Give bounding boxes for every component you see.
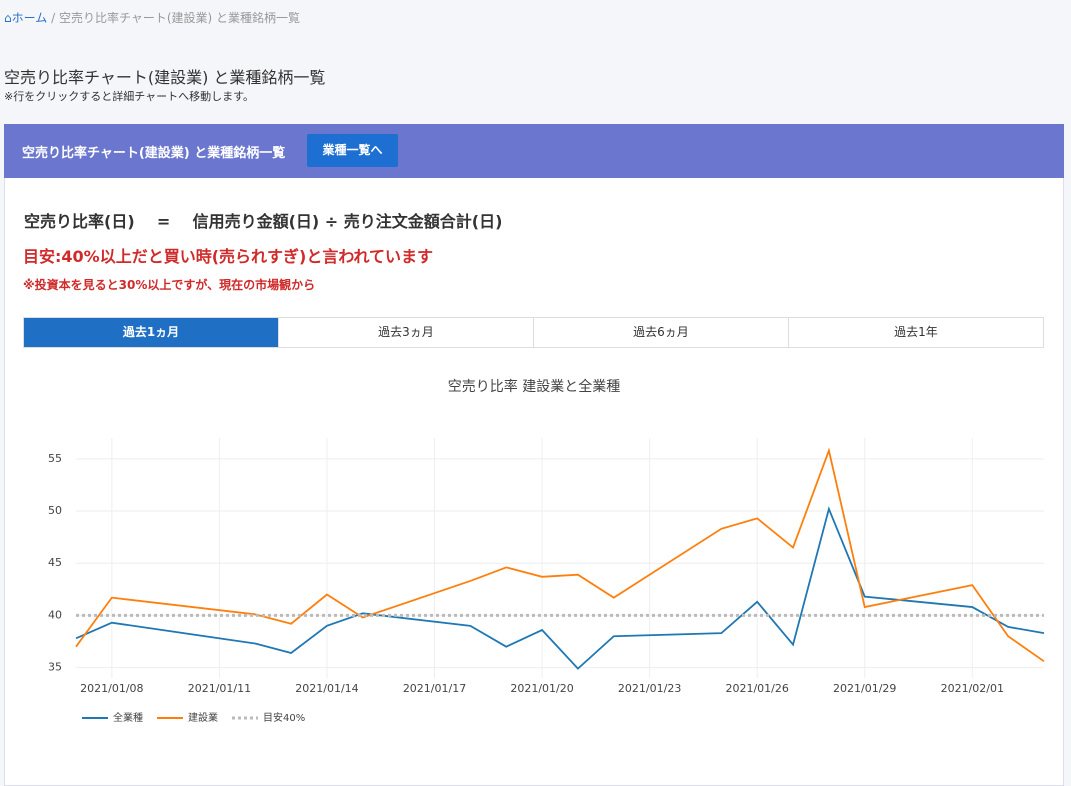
page-title: 空売り比率チャート(建設業) と業種銘柄一覧 — [4, 68, 326, 87]
tab[interactable]: 過去6ヵ月 — [533, 318, 788, 347]
series-line — [75, 447, 1045, 663]
industry-button[interactable]: 業種一覧へ — [307, 134, 398, 167]
tabs: 過去1ヵ月 過去3ヵ月 過去6ヵ月 過去1年 — [23, 317, 1044, 348]
x-tick-label: 2021/01/11 — [188, 682, 251, 695]
guide-note: ※投資本を見ると30%以上ですが、現在の市場観から — [23, 278, 316, 292]
x-tick-label: 2021/01/26 — [725, 682, 788, 695]
x-tick-label: 2021/01/29 — [833, 682, 896, 695]
y-tick-label: 50 — [48, 504, 62, 517]
tab[interactable]: 過去1ヵ月 — [24, 318, 278, 347]
formula-left: 空売り比率(日) — [24, 212, 135, 231]
x-tick-label: 2021/01/17 — [403, 682, 466, 695]
card-title: 空売り比率チャート(建設業) と業種銘柄一覧 — [22, 146, 286, 161]
home-link[interactable]: ⌂ホーム — [4, 11, 48, 25]
x-tick-label: 2021/01/23 — [618, 682, 681, 695]
guide: 目安:40%以上だと買い時(売られすぎ)と言われています — [23, 247, 434, 266]
series-line — [75, 506, 1045, 670]
legend-label: 全業種 — [113, 711, 143, 724]
formula-eq: = — [156, 212, 171, 231]
y-tick-label: 35 — [48, 661, 62, 674]
formula-right: 信用売り金額(日) ÷ 売り注文金額合計(日) — [192, 212, 503, 231]
y-tick-label: 45 — [48, 556, 62, 569]
x-tick-label: 2021/01/08 — [80, 682, 143, 695]
page-note: ※行をクリックすると詳細チャートへ移動します。 — [4, 90, 255, 103]
breadcrumb-current: 空売り比率チャート(建設業) と業種銘柄一覧 — [58, 11, 300, 25]
x-tick-label: 2021/02/01 — [941, 682, 1004, 695]
tab[interactable]: 過去1年 — [788, 318, 1043, 347]
chart-title: 空売り比率 建設業と全業種 — [448, 378, 620, 395]
y-tick-label: 55 — [48, 452, 62, 465]
legend-label: 建設業 — [188, 711, 218, 724]
legend-label: 目安40% — [263, 711, 305, 724]
y-tick-label: 40 — [48, 608, 62, 621]
home-text[interactable]: ホーム — [11, 11, 48, 25]
tab[interactable]: 過去3ヵ月 — [278, 318, 533, 347]
breadcrumb: ⌂ホーム / 空売り比率チャート(建設業) と業種銘柄一覧 — [4, 11, 300, 25]
x-tick-label: 2021/01/14 — [295, 682, 358, 695]
card-header — [4, 124, 1064, 178]
x-tick-label: 2021/01/20 — [510, 682, 573, 695]
formula: 空売り比率(日) = 信用売り金額(日) ÷ 売り注文金額合計(日) — [24, 208, 502, 232]
